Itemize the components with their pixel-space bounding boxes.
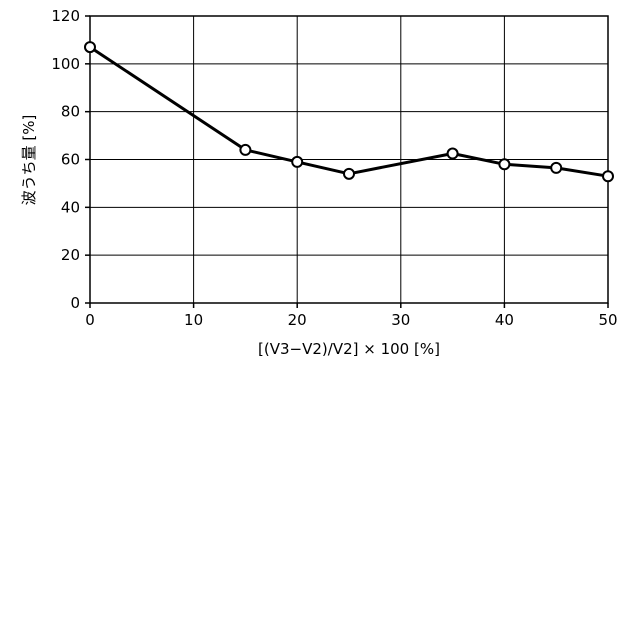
data-point <box>551 163 561 173</box>
data-point <box>240 145 250 155</box>
x-tick-label: 50 <box>598 311 617 329</box>
x-axis-ticks: 0 10 20 30 40 50 <box>85 303 617 329</box>
data-point <box>292 157 302 167</box>
y-tick-label: 20 <box>61 246 80 264</box>
x-tick-label: 0 <box>85 311 95 329</box>
x-axis-title: [(V3−V2)/V2] × 100 [%] <box>258 340 440 358</box>
data-point <box>603 171 613 181</box>
y-tick-label: 0 <box>70 294 80 312</box>
x-tick-label: 30 <box>391 311 410 329</box>
x-tick-label: 10 <box>184 311 203 329</box>
x-tick-label: 20 <box>288 311 307 329</box>
data-point <box>499 159 509 169</box>
x-tick-label: 40 <box>495 311 514 329</box>
y-tick-label: 40 <box>61 198 80 216</box>
y-axis-ticks: 0 20 40 60 80 100 120 <box>51 7 90 312</box>
y-tick-label: 100 <box>51 55 80 73</box>
data-point <box>448 149 458 159</box>
y-tick-label: 60 <box>61 151 80 169</box>
data-point <box>85 42 95 52</box>
y-tick-label: 80 <box>61 103 80 121</box>
y-tick-label: 120 <box>51 7 80 25</box>
y-axis-title: 波うち量 [%] <box>20 115 38 206</box>
data-point <box>344 169 354 179</box>
